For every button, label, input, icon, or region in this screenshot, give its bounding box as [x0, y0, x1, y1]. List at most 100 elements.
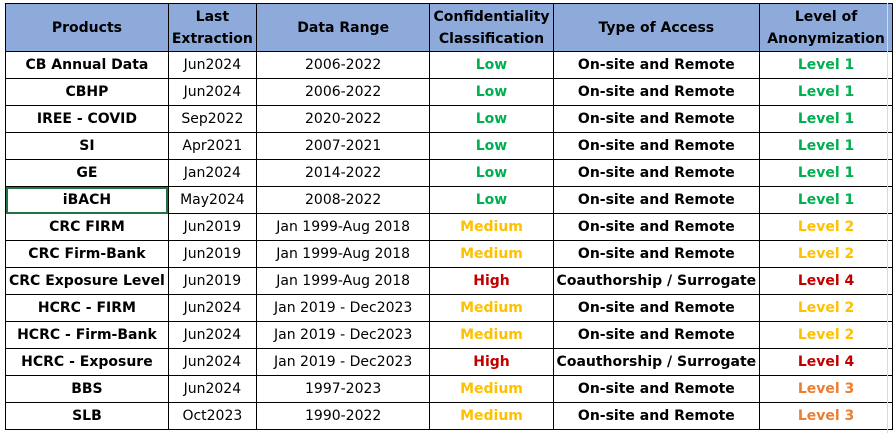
- access-type-cell[interactable]: On-site and Remote: [552, 402, 761, 430]
- product-cell[interactable]: SI: [5, 132, 169, 160]
- product-cell[interactable]: BBS: [5, 375, 169, 403]
- anonymization-level-cell[interactable]: Level 2: [759, 240, 893, 268]
- last-extraction-cell[interactable]: Jun2019: [167, 267, 257, 295]
- confidentiality-cell[interactable]: Low: [429, 78, 554, 106]
- data-range-cell[interactable]: Jan 2019 - Dec2023: [255, 294, 431, 322]
- header-type-of-access[interactable]: Type of Access: [552, 3, 761, 52]
- last-extraction-cell[interactable]: Jun2024: [167, 294, 257, 322]
- confidentiality-cell[interactable]: High: [429, 348, 554, 376]
- anonymization-level-cell[interactable]: Level 1: [759, 105, 893, 133]
- anonymization-level-cell[interactable]: Level 2: [759, 294, 893, 322]
- selected-product-cell[interactable]: iBACH: [5, 186, 169, 214]
- last-extraction-cell[interactable]: Apr2021: [167, 132, 257, 160]
- header-data-range[interactable]: Data Range: [255, 3, 431, 52]
- access-type-cell[interactable]: On-site and Remote: [552, 240, 761, 268]
- anonymization-level-cell[interactable]: Level 1: [759, 159, 893, 187]
- product-cell[interactable]: SLB: [5, 402, 169, 430]
- product-cell[interactable]: CBHP: [5, 78, 169, 106]
- anonymization-level-cell[interactable]: Level 4: [759, 348, 893, 376]
- access-type-cell[interactable]: Coauthorship / Surrogate: [552, 348, 761, 376]
- data-range-cell[interactable]: Jan 1999-Aug 2018: [255, 240, 431, 268]
- last-extraction-cell[interactable]: Jan2024: [167, 159, 257, 187]
- data-range-cell[interactable]: 2007-2021: [255, 132, 431, 160]
- access-type-cell[interactable]: On-site and Remote: [552, 132, 761, 160]
- last-extraction-cell[interactable]: Jun2024: [167, 348, 257, 376]
- anonymization-level-cell[interactable]: Level 3: [759, 402, 893, 430]
- last-extraction-cell[interactable]: Jun2024: [167, 51, 257, 79]
- table-row: SLB Oct2023 1990-2022 Medium On-site and Rem…: [5, 402, 893, 430]
- access-type-cell[interactable]: Coauthorship / Surrogate: [552, 267, 761, 295]
- product-cell[interactable]: CRC Exposure Level: [5, 267, 169, 295]
- access-type-cell[interactable]: On-site and Remote: [552, 186, 761, 214]
- anonymization-level-cell[interactable]: Level 4: [759, 267, 893, 295]
- data-range-cell[interactable]: Jan 1999-Aug 2018: [255, 267, 431, 295]
- table-row: CB Annual Data Jun2024 2006-2022 Low On-site…: [5, 51, 893, 79]
- confidentiality-cell[interactable]: Low: [429, 105, 554, 133]
- last-extraction-cell[interactable]: Sep2022: [167, 105, 257, 133]
- access-type-cell[interactable]: On-site and Remote: [552, 105, 761, 133]
- product-cell[interactable]: CRC Firm-Bank: [5, 240, 169, 268]
- product-cell[interactable]: GE: [5, 159, 169, 187]
- last-extraction-cell[interactable]: Jun2019: [167, 240, 257, 268]
- access-type-cell[interactable]: On-site and Remote: [552, 294, 761, 322]
- confidentiality-cell[interactable]: Medium: [429, 213, 554, 241]
- table-row: HCRC - Firm-Bank Jun2024 Jan 2019 - Dec202…: [5, 321, 893, 349]
- product-cell[interactable]: HCRC - Exposure: [5, 348, 169, 376]
- data-range-cell[interactable]: Jan 1999-Aug 2018: [255, 213, 431, 241]
- anonymization-level-cell[interactable]: Level 3: [759, 375, 893, 403]
- access-type-cell[interactable]: On-site and Remote: [552, 78, 761, 106]
- data-range-cell[interactable]: Jan 2019 - Dec2023: [255, 348, 431, 376]
- product-cell[interactable]: IREE - COVID: [5, 105, 169, 133]
- confidentiality-cell[interactable]: Medium: [429, 321, 554, 349]
- data-range-cell[interactable]: 2008-2022: [255, 186, 431, 214]
- header-confidentiality-classification[interactable]: Confidentiality Classification: [429, 3, 554, 52]
- last-extraction-cell[interactable]: Jun2024: [167, 375, 257, 403]
- anonymization-level-cell[interactable]: Level 2: [759, 321, 893, 349]
- anonymization-level-cell[interactable]: Level 1: [759, 186, 893, 214]
- access-type-cell[interactable]: On-site and Remote: [552, 375, 761, 403]
- table-row: CBHP Jun2024 2006-2022 Low On-site and Remot…: [5, 78, 893, 106]
- data-range-cell[interactable]: 2006-2022: [255, 51, 431, 79]
- header-last-extraction[interactable]: Last Extraction: [167, 3, 257, 52]
- confidentiality-cell[interactable]: Medium: [429, 294, 554, 322]
- product-cell[interactable]: CRC FIRM: [5, 213, 169, 241]
- table-row: SI Apr2021 2007-2021 Low On-site and Remote L…: [5, 132, 893, 160]
- anonymization-level-cell[interactable]: Level 1: [759, 78, 893, 106]
- product-cell[interactable]: HCRC - FIRM: [5, 294, 169, 322]
- confidentiality-cell[interactable]: Low: [429, 186, 554, 214]
- table-row: CRC Firm-Bank Jun2019 Jan 1999-Aug 2018 Med…: [5, 240, 893, 268]
- data-range-cell[interactable]: 1990-2022: [255, 402, 431, 430]
- confidentiality-cell[interactable]: Low: [429, 159, 554, 187]
- product-cell[interactable]: HCRC - Firm-Bank: [5, 321, 169, 349]
- anonymization-level-cell[interactable]: Level 2: [759, 213, 893, 241]
- last-extraction-cell[interactable]: May2024: [167, 186, 257, 214]
- confidentiality-cell[interactable]: High: [429, 267, 554, 295]
- table-row: IREE - COVID Sep2022 2020-2022 Low On-site a…: [5, 105, 893, 133]
- product-cell[interactable]: CB Annual Data: [5, 51, 169, 79]
- confidentiality-cell[interactable]: Medium: [429, 240, 554, 268]
- data-range-cell[interactable]: Jan 2019 - Dec2023: [255, 321, 431, 349]
- last-extraction-cell[interactable]: Oct2023: [167, 402, 257, 430]
- header-products[interactable]: Products: [5, 3, 169, 52]
- data-range-cell[interactable]: 2014-2022: [255, 159, 431, 187]
- anonymization-level-cell[interactable]: Level 1: [759, 132, 893, 160]
- confidentiality-cell[interactable]: Low: [429, 132, 554, 160]
- last-extraction-cell[interactable]: Jun2024: [167, 78, 257, 106]
- access-type-cell[interactable]: On-site and Remote: [552, 321, 761, 349]
- table-row: HCRC - FIRM Jun2024 Jan 2019 - Dec2023 Medi…: [5, 294, 893, 322]
- confidentiality-cell[interactable]: Low: [429, 51, 554, 79]
- last-extraction-cell[interactable]: Jun2024: [167, 321, 257, 349]
- data-range-cell[interactable]: 1997-2023: [255, 375, 431, 403]
- table-row: CRC FIRM Jun2019 Jan 1999-Aug 2018 Medium On…: [5, 213, 893, 241]
- confidentiality-cell[interactable]: Medium: [429, 375, 554, 403]
- last-extraction-cell[interactable]: Jun2019: [167, 213, 257, 241]
- anonymization-level-cell[interactable]: Level 1: [759, 51, 893, 79]
- access-type-cell[interactable]: On-site and Remote: [552, 159, 761, 187]
- confidentiality-cell[interactable]: Medium: [429, 402, 554, 430]
- data-range-cell[interactable]: 2020-2022: [255, 105, 431, 133]
- access-type-cell[interactable]: On-site and Remote: [552, 51, 761, 79]
- access-type-cell[interactable]: On-site and Remote: [552, 213, 761, 241]
- data-range-cell[interactable]: 2006-2022: [255, 78, 431, 106]
- header-level-of-anonymization[interactable]: Level of Anonymization: [759, 3, 893, 52]
